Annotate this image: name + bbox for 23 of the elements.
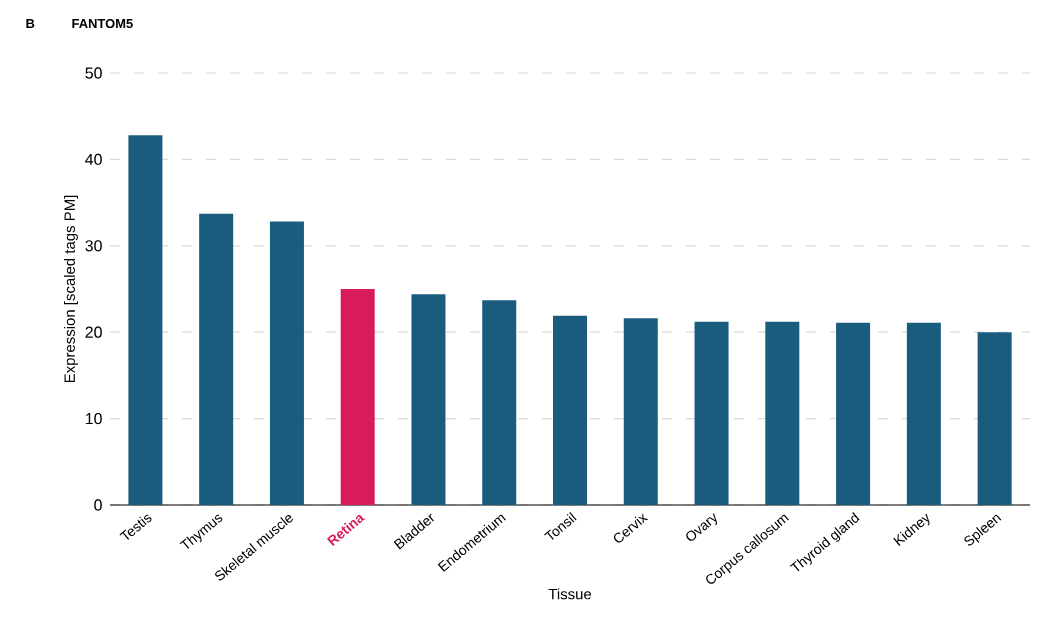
bar bbox=[906, 322, 941, 505]
bar bbox=[836, 322, 871, 505]
y-tick-label: 50 bbox=[85, 67, 102, 79]
bar bbox=[765, 321, 800, 505]
x-axis-title: Tissue bbox=[548, 588, 592, 600]
text: B bbox=[26, 19, 35, 28]
bar bbox=[199, 213, 234, 505]
bar bbox=[269, 221, 304, 505]
chart-title: FANTOM5 bbox=[72, 18, 133, 29]
bar bbox=[128, 135, 163, 505]
bar bbox=[411, 294, 446, 505]
y-tick-label: 10 bbox=[85, 412, 102, 425]
y-tick-label: 20 bbox=[85, 326, 102, 338]
y-axis-title: Expression [scaled tags PM] bbox=[63, 195, 78, 383]
y-tick-label: 30 bbox=[85, 240, 102, 252]
bar bbox=[977, 332, 1012, 505]
bar bbox=[694, 321, 729, 505]
bar bbox=[340, 288, 375, 505]
bar bbox=[482, 300, 517, 505]
bar bbox=[623, 318, 658, 505]
bar bbox=[553, 315, 588, 505]
y-tick-label: 40 bbox=[85, 153, 102, 166]
y-tick-label: 0 bbox=[94, 499, 102, 511]
